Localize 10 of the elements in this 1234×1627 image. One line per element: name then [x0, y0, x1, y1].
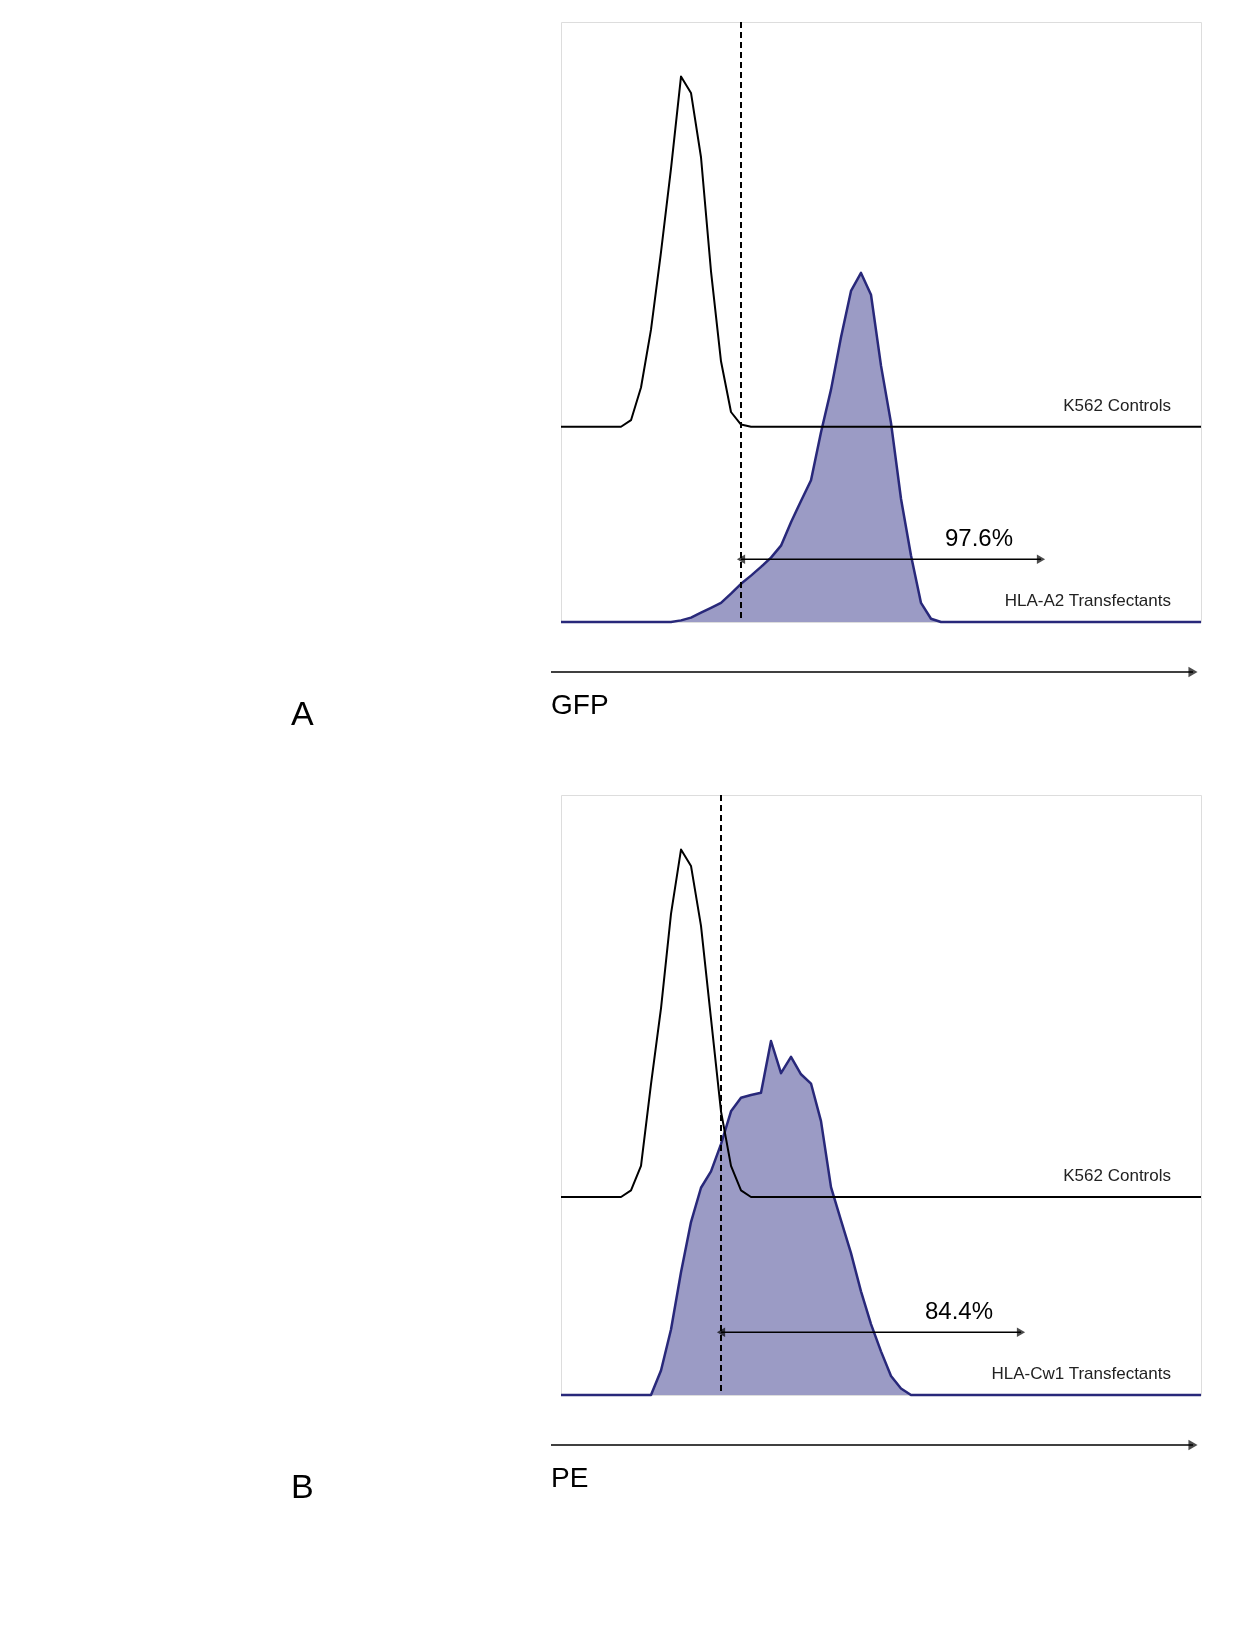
x-axis-title: GFP	[551, 689, 609, 720]
x-axis-title: PE	[551, 1462, 589, 1493]
series-label: K562 Controls	[1063, 395, 1171, 415]
series-label: HLA-Cw1 Transfectants	[991, 1364, 1171, 1383]
series-label: K562 Controls	[1063, 1166, 1171, 1185]
series-label: HLA-A2 Transfectants	[1004, 591, 1171, 610]
text: A	[291, 694, 314, 732]
annotation: 84.4%	[924, 1297, 993, 1325]
annotation: 97.6%	[944, 524, 1013, 552]
text: B	[291, 1467, 314, 1505]
